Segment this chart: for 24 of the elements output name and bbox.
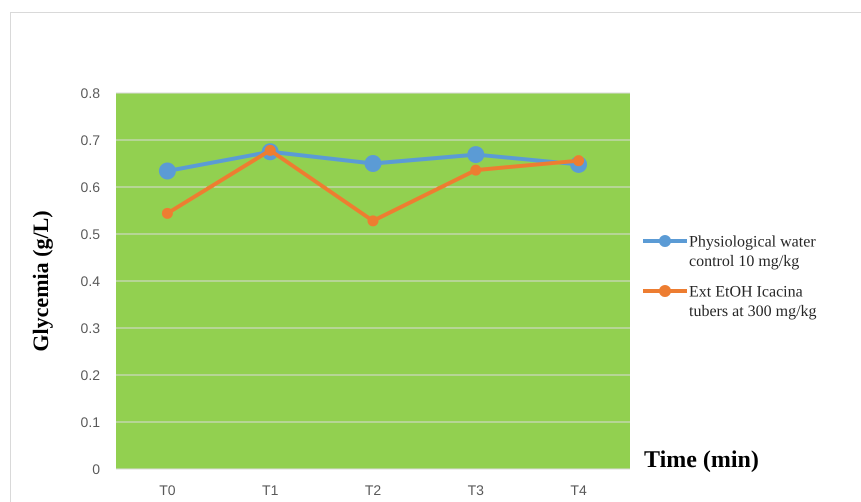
y-tick-label: 0.1 [80,414,100,430]
point [158,162,176,180]
legend-label: Physiological water control 10 mg/kg [689,234,816,270]
x-tick-label: T4 [570,482,587,498]
y-tick-label: 0.6 [80,178,100,195]
point [162,208,173,219]
y-tick-label: 0.2 [80,366,100,383]
point [368,215,378,226]
x-axis-title: Time (min) [644,447,759,473]
point [467,146,484,164]
x-tick-label: T2 [364,482,382,498]
point [364,155,382,172]
point [470,164,482,176]
y-tick-label: 0.5 [80,226,100,242]
y-tick-label: 0.7 [80,132,100,148]
x-tick-label: T0 [159,482,176,498]
y-tick-label: 0.8 [80,84,100,101]
x-tick-label: T1 [262,482,279,498]
x-tick-label: T3 [468,482,484,498]
y-tick-label: 0 [92,460,100,477]
y-tick-label: 0.3 [80,320,100,336]
y-tick-label: 0.4 [80,272,100,289]
y-axis-title: Glycemia (g/L) [28,210,53,352]
legend-label: Ext EtOH Icacina tubers at 300 mg/kg [689,284,817,320]
